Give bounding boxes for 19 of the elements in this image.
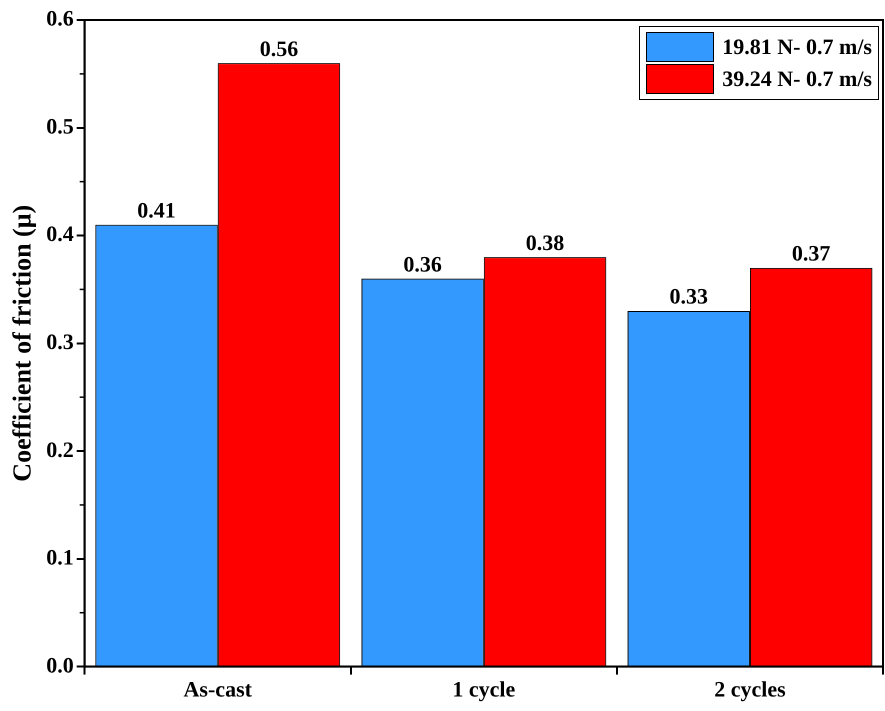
y-tick-label: 0.5	[46, 113, 74, 138]
y-axis-title: Coefficient of friction (μ)	[7, 204, 36, 482]
x-tick-label: 1 cycle	[452, 676, 516, 702]
data-label: 0.41	[137, 197, 176, 222]
y-tick-label: 0.1	[46, 544, 74, 570]
data-label: 0.37	[792, 240, 830, 266]
data-label: 0.33	[669, 284, 708, 309]
y-tick-label: 0.0	[46, 652, 74, 678]
data-label: 0.56	[260, 36, 298, 61]
y-tick-label: 0.3	[46, 328, 74, 354]
data-label: 0.36	[403, 251, 442, 276]
legend-label: 39.24 N- 0.7 m/s	[722, 66, 872, 92]
legend-label: 19.81 N- 0.7 m/s	[722, 34, 872, 60]
y-tick-label: 0.2	[46, 436, 74, 462]
data-label: 0.38	[526, 230, 564, 255]
y-tick-label: 0.4	[46, 221, 74, 246]
x-tick-label: 2 cycles	[714, 676, 786, 702]
y-tick-label: 0.6	[46, 6, 74, 31]
x-tick-label: As-cast	[184, 676, 253, 702]
